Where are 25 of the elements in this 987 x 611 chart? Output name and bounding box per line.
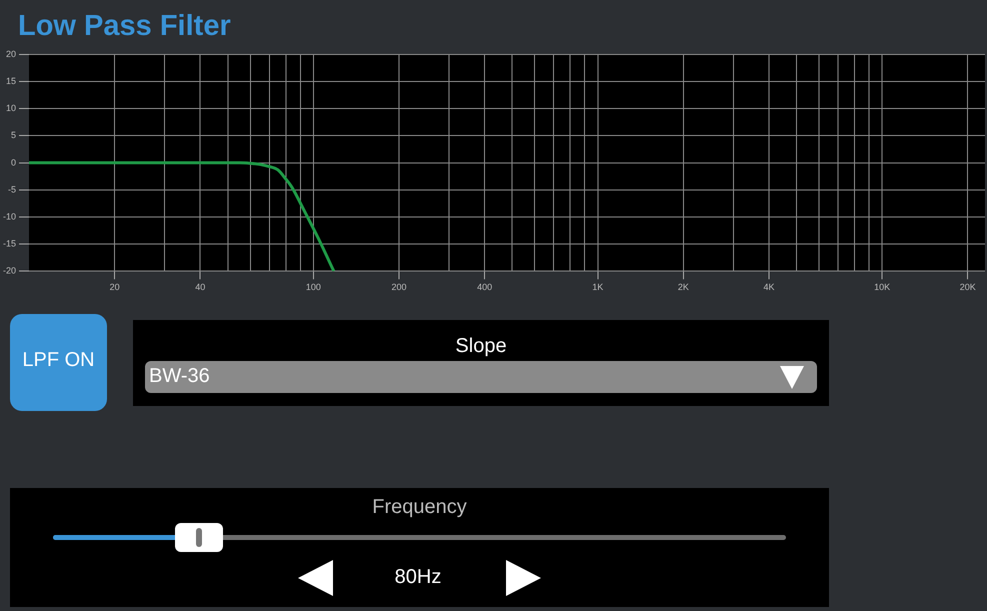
x-tick-label: 40	[195, 282, 206, 292]
x-tick-label: 200	[391, 282, 407, 292]
text: 80Hz	[394, 566, 442, 589]
chart-title: Low Pass Filter	[18, 10, 231, 43]
text: BW-36	[149, 365, 210, 388]
y-tick-label: -5	[8, 184, 16, 194]
text: Frequency	[371, 496, 468, 519]
y-tick-label: 20	[6, 48, 16, 59]
x-tick-label: 10K	[874, 282, 890, 292]
x-tick-label: 100	[306, 282, 321, 292]
y-tick-label: 0	[10, 157, 16, 168]
y-tick-label: -20	[2, 266, 16, 276]
x-tick-label: 2K	[678, 282, 689, 292]
y-tick-label: 5	[10, 130, 16, 140]
text: Slope	[454, 335, 508, 358]
x-tick-label: 4K	[763, 282, 774, 292]
x-tick-label: 20K	[960, 282, 976, 292]
y-tick-label: -10	[2, 211, 16, 222]
text: LPF ON	[21, 349, 96, 372]
x-tick-label: 20	[110, 282, 120, 292]
y-tick-label: 15	[6, 76, 16, 86]
x-tick-label: 400	[477, 282, 492, 292]
x-tick-label: 1K	[592, 282, 604, 292]
y-tick-label: -15	[2, 238, 16, 249]
y-tick-label: 10	[6, 103, 16, 114]
